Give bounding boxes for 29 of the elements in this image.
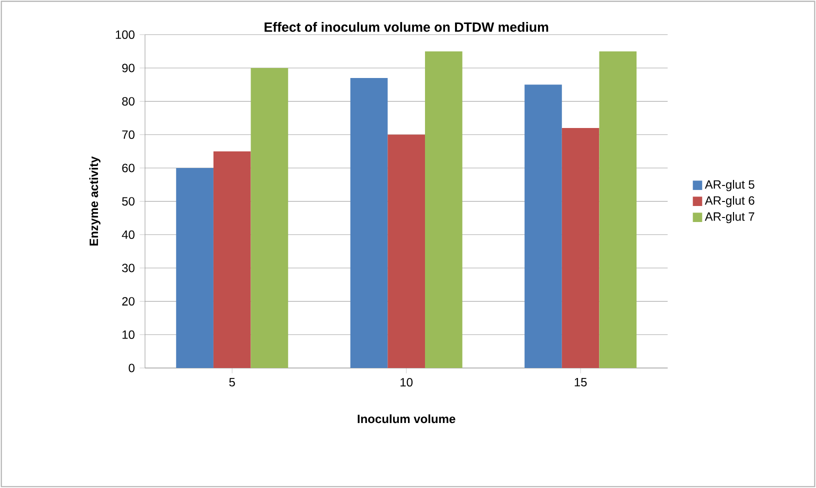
- y-axis-title: Enzyme activity: [89, 156, 100, 246]
- y-tick-label: 10: [122, 330, 134, 339]
- bar: [213, 151, 251, 368]
- y-tick-label: 70: [122, 130, 134, 139]
- y-tick-label: 100: [116, 30, 134, 39]
- y-tick-label: 80: [122, 97, 134, 106]
- bar: [176, 168, 214, 368]
- x-axis-title: Inoculum volume: [358, 414, 456, 424]
- bar: [250, 68, 288, 368]
- y-tick-label: 50: [122, 197, 134, 206]
- y-tick-label: 60: [122, 164, 134, 172]
- bar: [425, 51, 462, 368]
- legend-label: AR-glut 6: [704, 196, 754, 208]
- x-tick-label: 15: [574, 378, 587, 386]
- x-tick-label: 10: [400, 378, 413, 387]
- legend-label: AR-glut 5: [704, 180, 754, 192]
- y-tick-label: 0: [128, 364, 135, 372]
- bar: [599, 51, 637, 368]
- bar: [388, 134, 426, 368]
- bar: [524, 84, 562, 368]
- y-tick-label: 90: [122, 64, 134, 72]
- chart-title: Effect of inoculum volume on DTDW medium: [264, 22, 548, 32]
- x-tick-label: 5: [229, 378, 235, 386]
- y-tick-label: 30: [122, 264, 134, 272]
- y-tick-label: 40: [122, 230, 134, 239]
- bar: [350, 78, 388, 368]
- legend-label: AR-glut 7: [704, 212, 754, 224]
- y-tick-label: 20: [122, 297, 134, 306]
- bar: [562, 128, 600, 368]
